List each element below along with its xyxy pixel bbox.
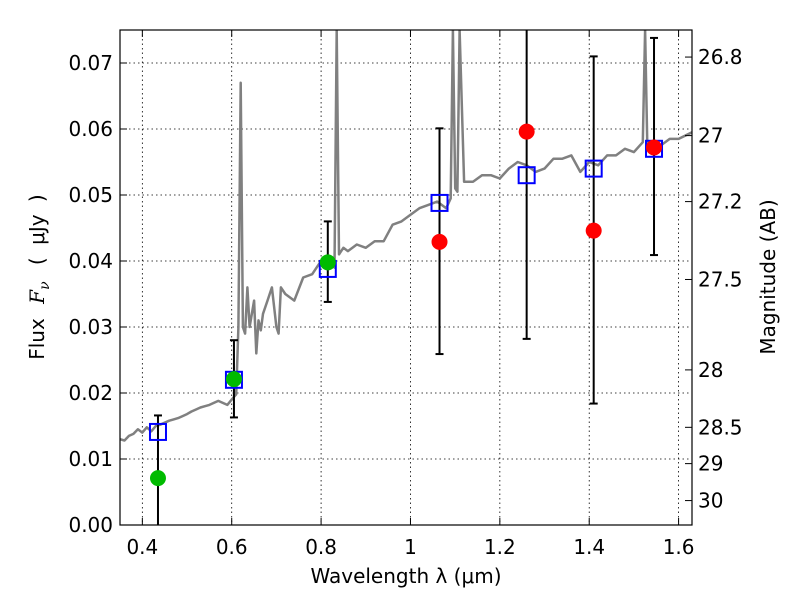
y2-tick-label: 28.5 [698,415,743,439]
y-label-open-paren: ( [25,257,49,265]
detection-point [149,470,166,487]
x-tick-label: 1.4 [573,535,605,559]
y-label-close-paren: ) [25,194,49,202]
y-tick-label: 0.05 [68,183,113,207]
y2-tick-label: 27.5 [698,267,743,291]
y-tick-label: 0.01 [68,447,113,471]
x-tick-label: 0.8 [305,535,337,559]
y-label-word: Flux [25,318,49,360]
plot-frame [119,29,693,526]
y-axis-label: Flux Fν ( μJy ) [25,194,54,360]
y-label-symbol: F [25,289,49,305]
model-point [148,422,167,441]
nondetection-point [646,139,663,156]
y2-tick-label: 30 [698,489,723,513]
nondetection-point [431,233,448,250]
y2-tick-label: 27 [698,124,723,148]
y-tick-label: 0.02 [68,381,113,405]
model-point [584,159,603,178]
plot-area [120,30,692,525]
y-tick-label: 0.00 [68,513,113,537]
model-point [430,193,449,212]
x-tick-label: 1 [404,535,417,559]
model-point [517,166,536,185]
grid [120,30,692,526]
x-axis-label: Wavelength λ (μm) [310,564,501,588]
x-tick-label: 1.6 [663,535,695,559]
x-tick-label: 0.6 [216,535,248,559]
y-label-subscript: ν [37,281,53,290]
detection-point [319,254,336,271]
y-tick-label: 0.07 [68,51,113,75]
y2-tick-label: 27.2 [698,190,743,214]
svg-text:Flux Fν ( μJ: Flux Fν ( μJy ) [25,194,54,360]
nondetection-point [518,123,535,140]
y2-tick-label: 29 [698,452,723,476]
x-tick-label: 1.2 [484,535,516,559]
y-tick-label: 0.04 [68,249,113,273]
nondetection-point [585,222,602,239]
axis-ticks: 0.4 0.6 0.8 1 1.2 1.4 1.6 0.00 0.01 0.02 0.03 0.04 0… [68,30,743,559]
y-label-unit: μJy [25,214,49,245]
detection-point [225,371,242,388]
y2-axis-label: Magnitude (AB) [756,199,780,354]
y-tick-label: 0.06 [68,117,113,141]
y2-tick-label: 28 [698,358,723,382]
y2-tick-label: 26.8 [698,45,743,69]
x-tick-label: 0.4 [126,535,158,559]
y-tick-label: 0.03 [68,315,113,339]
